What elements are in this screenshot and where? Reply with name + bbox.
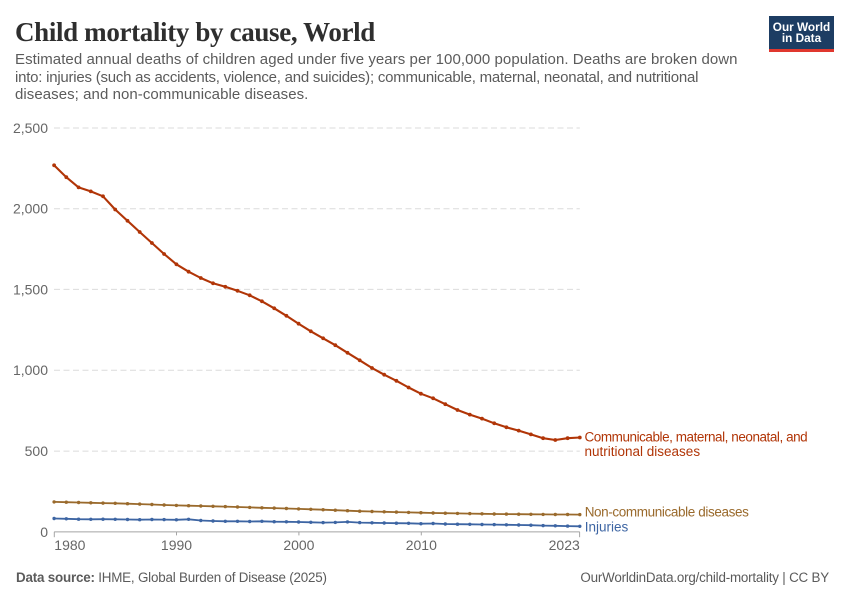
svg-text:2,500: 2,500 — [13, 120, 48, 136]
svg-text:Injuries: Injuries — [585, 520, 629, 535]
svg-text:1,000: 1,000 — [13, 362, 48, 378]
svg-text:2,000: 2,000 — [13, 201, 48, 217]
svg-text:0: 0 — [40, 524, 48, 540]
svg-text:2000: 2000 — [283, 537, 314, 553]
svg-text:2023: 2023 — [549, 537, 580, 553]
svg-text:2010: 2010 — [406, 537, 437, 553]
svg-text:500: 500 — [25, 443, 49, 459]
svg-text:1980: 1980 — [54, 537, 85, 553]
svg-text:nutritional diseases: nutritional diseases — [585, 444, 701, 459]
svg-text:Communicable, maternal, neonat: Communicable, maternal, neonatal, and — [585, 429, 808, 444]
svg-text:1990: 1990 — [161, 537, 192, 553]
svg-text:1,500: 1,500 — [13, 281, 48, 297]
svg-text:Non-communicable diseases: Non-communicable diseases — [585, 505, 749, 520]
